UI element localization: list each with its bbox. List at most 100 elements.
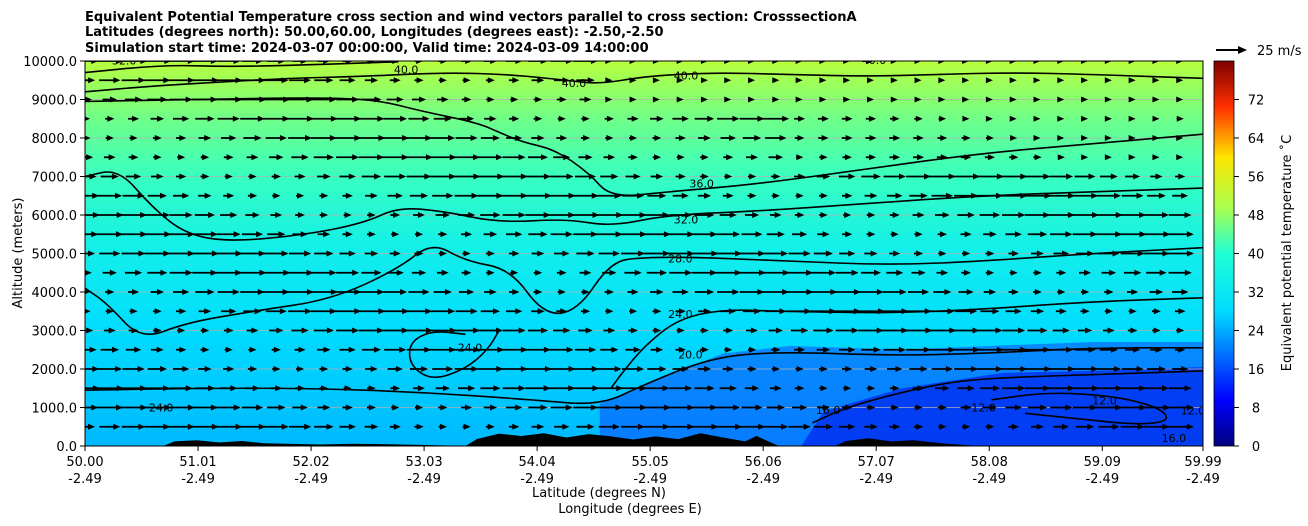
wind-vector-head (685, 269, 693, 276)
wind-vector-head (229, 308, 237, 315)
wind-vector-head (895, 366, 903, 372)
wind-vector-head (227, 192, 235, 199)
wind-vector-head (463, 423, 471, 430)
wind-vector-head (995, 327, 1003, 334)
wind-vector-head (1085, 327, 1093, 334)
wind-vector-head (565, 61, 573, 64)
wind-vector-head (634, 269, 642, 276)
wind-vector-head (725, 173, 733, 180)
wind-vector-head (210, 269, 218, 276)
wind-vector-head (583, 135, 591, 141)
wind-vector-head (470, 135, 478, 141)
wind-vector-head (870, 423, 878, 430)
contour-label: 24.0 (149, 401, 174, 414)
wind-vector-head (993, 212, 1001, 218)
x-tick-label-lat: 51.01 (179, 455, 216, 470)
wind-vector-head (1011, 250, 1019, 257)
wind-vector-head (417, 385, 425, 392)
wind-vector-head (654, 154, 662, 161)
wind-vector-head (1176, 96, 1184, 103)
wind-vector-head (677, 327, 685, 334)
x-tick-label-lon: -2.49 (181, 472, 215, 487)
wind-vector-head (987, 154, 995, 161)
wind-vector-head (225, 346, 233, 353)
wind-vector-head (1090, 231, 1098, 238)
wind-vector-head (590, 404, 598, 411)
wind-vector-head (605, 77, 613, 84)
wind-vector-head (297, 385, 305, 392)
wind-vector-head (1186, 231, 1194, 238)
wind-vector-head (1043, 346, 1051, 353)
wind-vector-head (543, 346, 551, 353)
wind-vector-head (493, 385, 501, 392)
wind-vector-head (487, 96, 495, 103)
wind-vector-head (492, 135, 500, 141)
wind-vector-head (179, 135, 187, 141)
wind-vector-head (652, 77, 660, 84)
wind-vector-head (422, 289, 430, 295)
wind-vector-head (796, 192, 804, 199)
wind-vector-head (772, 96, 780, 103)
wind-vector-head (820, 366, 828, 372)
wind-vector-head (710, 231, 718, 238)
wind-vector-head (782, 115, 790, 122)
wind-vector-head (348, 423, 356, 430)
wind-vector-head (829, 308, 837, 315)
wind-vector-head (115, 192, 123, 199)
wind-vector-head (91, 404, 99, 411)
wind-vector-head (352, 269, 360, 276)
wind-vector-head (416, 231, 424, 238)
wind-vector-head (88, 77, 96, 84)
wind-vector-head (728, 308, 736, 315)
wind-vector-head (446, 192, 454, 199)
wind-vector-head (615, 231, 623, 238)
wind-vector-head (187, 231, 195, 238)
wind-vector-head (1066, 173, 1074, 180)
wind-vector-head (131, 327, 139, 334)
wind-vector-head (772, 366, 780, 372)
wind-vector-head (1033, 77, 1041, 84)
wind-vector-head (1162, 385, 1170, 392)
wind-vector-head (749, 192, 757, 199)
wind-vector-head (92, 192, 100, 199)
wind-vector-head (559, 96, 567, 103)
wind-vector-head (393, 212, 401, 218)
wind-vector-head (306, 269, 314, 276)
wind-vector-head (202, 154, 210, 161)
wind-vector-head (256, 231, 264, 238)
wind-vector-head (822, 231, 830, 238)
wind-vector-head (801, 327, 809, 334)
wind-vector-head (1018, 212, 1026, 218)
wind-vector-head (726, 366, 734, 372)
wind-vector-head (757, 115, 765, 122)
wind-vector-head (487, 250, 495, 257)
wind-vector-head (421, 366, 429, 372)
wind-vector-head (1009, 96, 1017, 103)
wind-vector-head (587, 250, 595, 257)
wind-vector-head (566, 346, 574, 353)
wind-vector-head (467, 289, 475, 295)
wind-vector-head (678, 135, 686, 141)
wind-vector-head (729, 385, 737, 392)
wind-vector-head (1033, 61, 1041, 64)
wind-vector-head (995, 366, 1003, 372)
wind-vector-head (370, 192, 378, 199)
wind-vector-head (895, 192, 903, 199)
wind-vector-head (202, 346, 210, 353)
wind-vector-head (962, 115, 970, 122)
wind-vector-head (233, 231, 241, 238)
wind-vector-head (726, 154, 734, 161)
wind-vector-head (348, 250, 356, 257)
wind-vector-head (898, 173, 906, 180)
wind-vector-head (468, 212, 476, 218)
wind-vector-head (85, 289, 91, 295)
wind-vector-head (964, 231, 972, 238)
wind-vector-head (701, 154, 709, 161)
wind-vector-head (1105, 308, 1113, 315)
wind-vector-head (938, 61, 946, 64)
wind-vector-head (273, 346, 281, 353)
wind-vector-head (676, 96, 684, 103)
wind-vector-head (942, 212, 950, 218)
wind-vector-head (987, 423, 995, 430)
wind-vector-head (843, 77, 851, 84)
